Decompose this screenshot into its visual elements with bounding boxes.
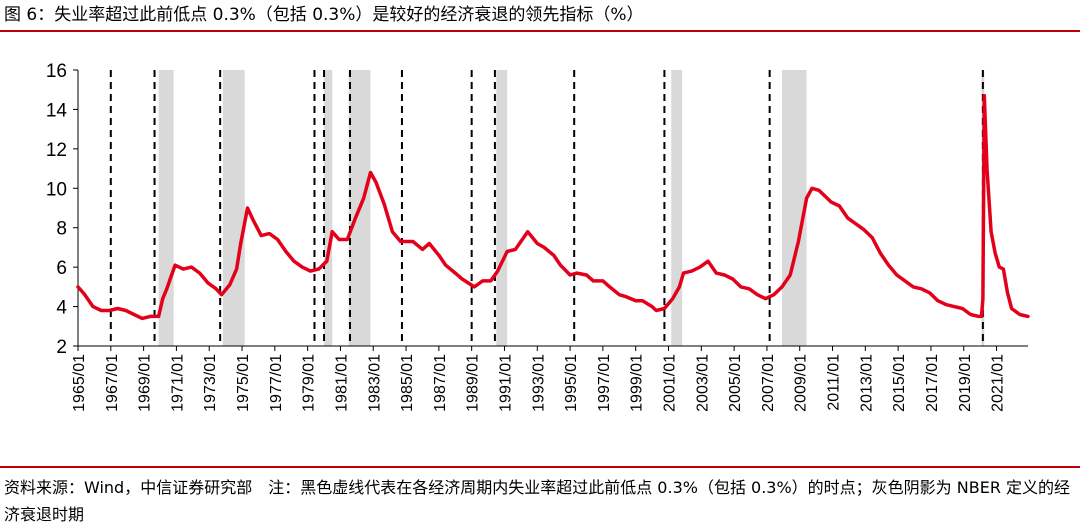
x-tick-label: 2009/01 xyxy=(793,354,810,412)
y-tick-label: 14 xyxy=(46,100,68,121)
source-note: 资料来源：Wind，中信证券研究部 注：黑色虚线代表在各经济周期内失业率超过此前… xyxy=(4,478,1071,524)
x-tick-label: 2021/01 xyxy=(990,354,1007,412)
figure-title: 图 6：失业率超过此前低点 0.3%（包括 0.3%）是较好的经济衰退的领先指标… xyxy=(4,5,644,25)
unemployment-chart: 2 4 6 8 10 12 14 16 1965/01 1967/01 1969/01 1971/01… xyxy=(46,61,1030,412)
y-tick-label: 10 xyxy=(46,179,67,200)
x-tick-label: 2017/01 xyxy=(924,354,941,412)
x-tick-label: 2001/01 xyxy=(662,354,679,412)
x-tick-label: 1983/01 xyxy=(366,354,383,412)
x-tick-label: 1965/01 xyxy=(71,354,88,412)
x-tick-label: 2005/01 xyxy=(727,354,744,412)
recession-shading xyxy=(158,70,985,346)
y-tick-label: 2 xyxy=(56,337,67,358)
x-tick-label: 2011/01 xyxy=(826,354,843,411)
y-tick-label: 8 xyxy=(56,219,67,240)
x-tick-label: 1979/01 xyxy=(301,354,318,412)
recession-band xyxy=(781,70,807,346)
x-tick-label: 1989/01 xyxy=(465,354,482,412)
recession-band xyxy=(496,70,508,346)
y-tick-label: 12 xyxy=(46,140,67,161)
x-tick-label: 2019/01 xyxy=(957,354,974,412)
recession-band xyxy=(222,70,245,346)
x-tick-label: 1993/01 xyxy=(530,354,547,412)
x-tick-label: 1999/01 xyxy=(629,354,646,412)
x-tick-label: 1997/01 xyxy=(596,354,613,412)
y-tick-label: 6 xyxy=(56,258,67,279)
x-tick-label: 2015/01 xyxy=(891,354,908,412)
x-tick-label: 1991/01 xyxy=(497,354,514,412)
chart-axes: 2 4 6 8 10 12 14 16 1965/01 1967/01 1969/01 1971/01… xyxy=(46,61,1028,412)
x-tick-label: 2003/01 xyxy=(694,354,711,412)
x-tick-label: 1971/01 xyxy=(169,354,186,412)
recession-band xyxy=(671,70,683,346)
recession-band xyxy=(324,70,333,346)
x-tick-label: 1977/01 xyxy=(268,354,285,412)
x-tick-label: 1973/01 xyxy=(202,354,219,412)
footer-rule xyxy=(0,466,1080,468)
unemployment-line xyxy=(76,93,1030,321)
title-rule xyxy=(0,30,1080,32)
series-layer xyxy=(76,93,1030,321)
x-tick-label: 2013/01 xyxy=(858,354,875,412)
x-tick-label: 1967/01 xyxy=(104,354,121,412)
x-tick-label: 1975/01 xyxy=(235,354,252,412)
x-tick-label: 1981/01 xyxy=(333,354,350,412)
x-tick-label: 1987/01 xyxy=(432,354,449,412)
y-tick-label: 16 xyxy=(46,61,67,82)
x-tick-label: 1985/01 xyxy=(399,354,416,412)
x-tick-label: 2007/01 xyxy=(760,354,777,412)
x-tick-label: 1969/01 xyxy=(137,354,154,412)
x-tick-label: 1995/01 xyxy=(563,354,580,412)
y-tick-label: 4 xyxy=(56,298,67,319)
